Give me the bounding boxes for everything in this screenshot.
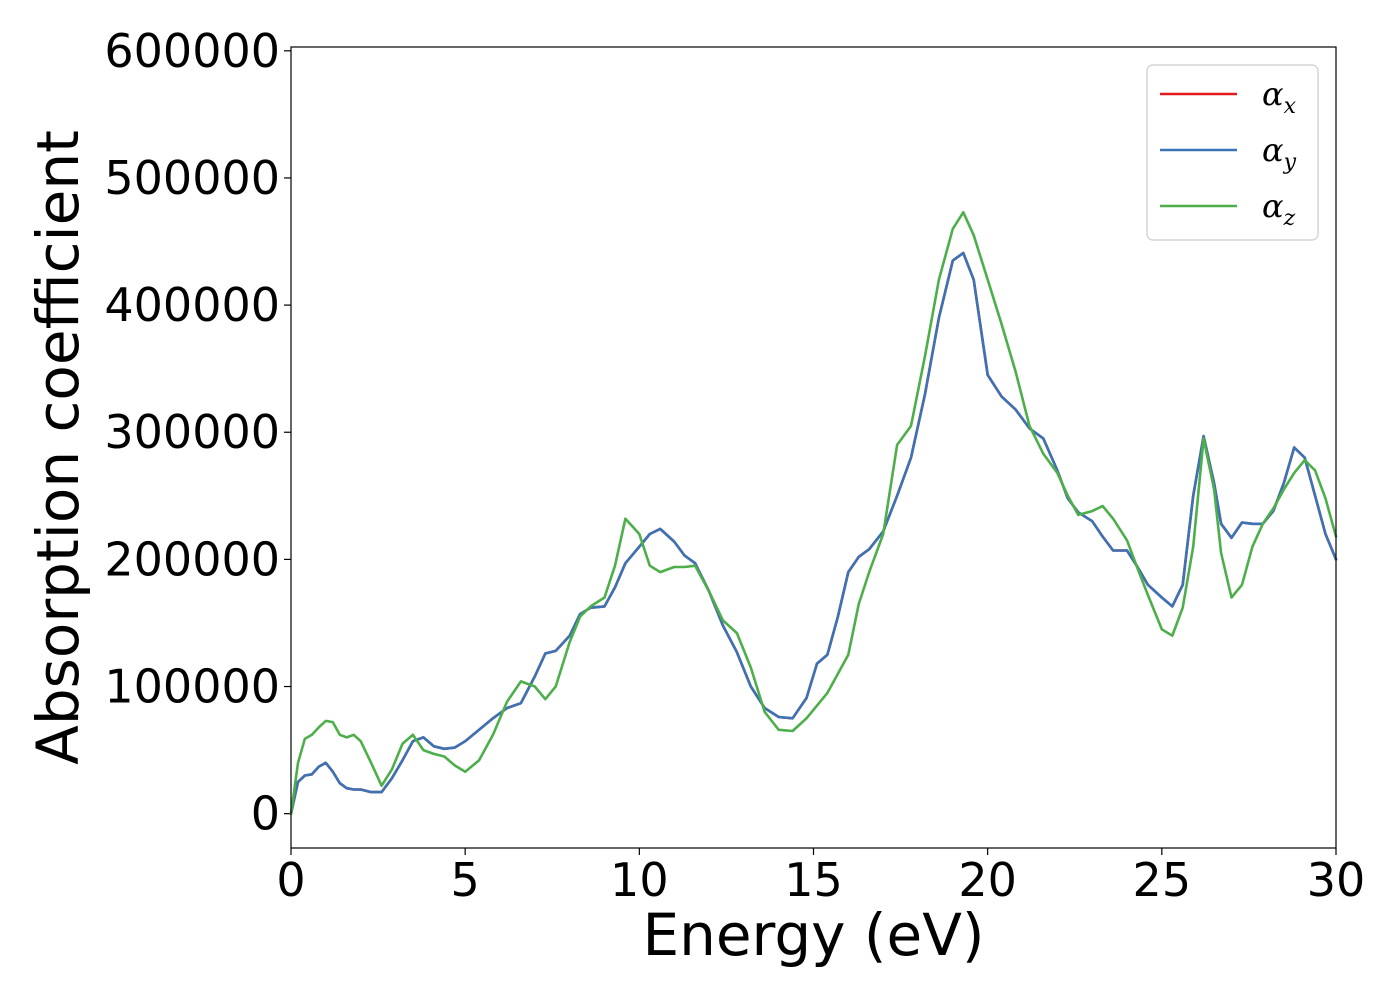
legend-label-x: αx bbox=[1262, 75, 1297, 119]
series-layer bbox=[289, 211, 1338, 815]
legend-subscript: x bbox=[1284, 94, 1297, 119]
x-tick-label: 30 bbox=[1307, 853, 1366, 907]
y-tick-label: 0 bbox=[251, 787, 280, 841]
legend-box bbox=[1146, 64, 1319, 241]
plot-frame bbox=[290, 46, 1337, 849]
x-tick-label: 5 bbox=[451, 853, 480, 907]
x-axis-title: Energy (eV) bbox=[642, 901, 984, 969]
legend-symbol: α bbox=[1262, 187, 1284, 225]
x-tick-label: 15 bbox=[784, 853, 843, 907]
x-tick-label: 25 bbox=[1133, 853, 1192, 907]
series-line-z bbox=[289, 211, 1338, 815]
legend-symbol: α bbox=[1262, 131, 1284, 169]
x-tick-label: 0 bbox=[276, 853, 305, 907]
series-line-x bbox=[289, 251, 1338, 815]
series-line-y bbox=[289, 251, 1338, 815]
x-tick-label: 20 bbox=[958, 853, 1017, 907]
legend-subscript: y bbox=[1283, 150, 1297, 175]
legend-symbol: α bbox=[1262, 75, 1284, 113]
legend-subscript: z bbox=[1283, 206, 1296, 231]
y-tick-label: 400000 bbox=[104, 278, 280, 332]
x-tick-label: 10 bbox=[610, 853, 669, 907]
tick-layer: 0 5 10 15 20 25 30 0 100000 200000 300000 400000 500… bbox=[104, 24, 1365, 907]
y-tick-label: 500000 bbox=[104, 151, 280, 205]
legend-label-z: αz bbox=[1262, 187, 1296, 231]
legend-label-y: αy bbox=[1262, 131, 1297, 175]
y-tick-label: 300000 bbox=[104, 405, 280, 459]
y-tick-label: 200000 bbox=[104, 532, 280, 586]
y-tick-label: 600000 bbox=[104, 24, 280, 78]
y-axis-title: Absorption coefficient bbox=[24, 130, 92, 765]
y-tick-label: 100000 bbox=[104, 660, 280, 714]
